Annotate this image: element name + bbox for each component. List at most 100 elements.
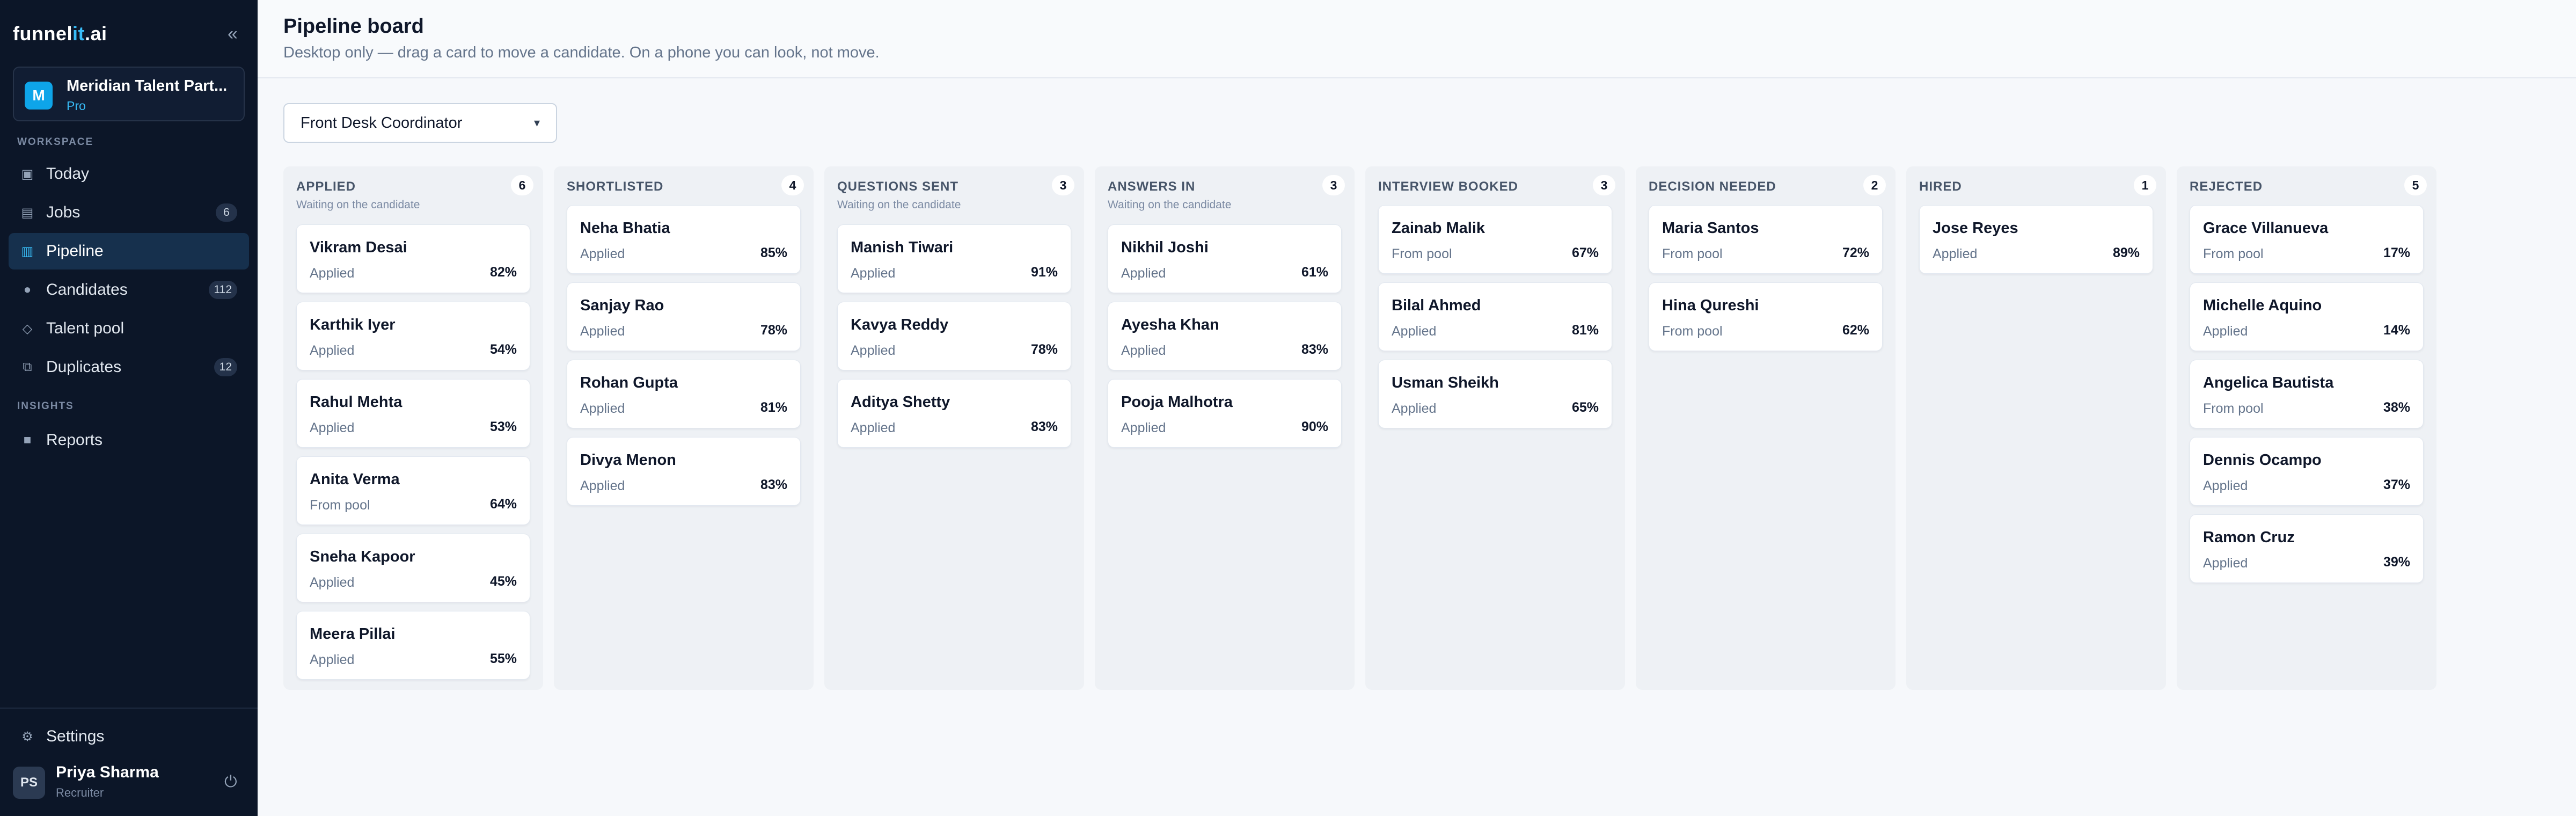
gear-icon: ⚙	[21, 729, 33, 744]
candidate-name: Maria Santos	[1662, 220, 1759, 237]
job-select[interactable]: Front Desk Coordinator ▾	[283, 103, 557, 143]
match-score: 45%	[489, 574, 517, 589]
count-badge: 6	[216, 203, 237, 222]
collapse-sidebar-icon[interactable]: «	[228, 24, 238, 44]
match-score: 62%	[1842, 323, 1869, 338]
logo-text-highlight: it	[72, 23, 85, 45]
sidebar-item-settings[interactable]: ⚙ Settings	[9, 718, 249, 755]
candidate-name: Michelle Aquino	[2203, 297, 2322, 314]
candidate-card[interactable]: Anita Verma From pool 64%	[296, 456, 530, 525]
candidate-card[interactable]: Pooja Malhotra Applied 90%	[1108, 379, 1342, 448]
candidate-card[interactable]: Dennis Ocampo Applied 37%	[2190, 437, 2424, 506]
candidate-name: Ayesha Khan	[1121, 316, 1219, 333]
match-score: 83%	[1030, 419, 1058, 434]
candidate-name: Rohan Gupta	[580, 374, 678, 391]
column-rejected[interactable]: REJECTED 5 Grace Villanueva From pool 17% Mic…	[2177, 166, 2436, 690]
candidate-card[interactable]: Zainab Malik From pool 67%	[1378, 205, 1612, 274]
sidebar-item-label: Settings	[46, 727, 105, 745]
match-score: 38%	[2383, 400, 2410, 415]
sidebar-item-candidates[interactable]: ● Candidates 112	[9, 272, 249, 308]
candidate-card[interactable]: Kavya Reddy Applied 78%	[837, 302, 1071, 370]
candidate-card[interactable]: Divya Menon Applied 83%	[567, 437, 801, 506]
candidate-card[interactable]: Maria Santos From pool 72%	[1649, 205, 1883, 274]
column-questions-sent[interactable]: QUESTIONS SENT 3 Waiting on the candidate M…	[824, 166, 1084, 690]
candidate-source: Applied	[851, 420, 896, 435]
candidate-card[interactable]: Michelle Aquino Applied 14%	[2190, 282, 2424, 351]
column-shortlisted[interactable]: SHORTLISTED 4 Neha Bhatia Applied 85% Sanjay …	[554, 166, 814, 690]
candidate-name: Usman Sheikh	[1392, 374, 1499, 391]
candidate-card[interactable]: Hina Qureshi From pool 62%	[1649, 282, 1883, 351]
match-score: 85%	[760, 245, 787, 260]
briefcase-icon: ▤	[21, 205, 34, 220]
sidebar-item-label: Talent pool	[46, 319, 125, 337]
candidate-card[interactable]: Sanjay Rao Applied 78%	[567, 282, 801, 351]
sidebar-item-talent-pool[interactable]: ◇ Talent pool	[9, 310, 249, 347]
match-score: 53%	[489, 419, 517, 434]
column-title: APPLIED	[296, 179, 356, 194]
column-answers-in[interactable]: ANSWERS IN 3 Waiting on the candidate Nikhi…	[1095, 166, 1355, 690]
candidate-source: Applied	[310, 420, 355, 435]
page-header: Pipeline board Desktop only — drag a car…	[258, 0, 2576, 78]
candidate-card[interactable]: Angelica Bautista From pool 38%	[2190, 360, 2424, 428]
candidate-card[interactable]: Meera Pillai Applied 55%	[296, 611, 530, 680]
candidate-card[interactable]: Jose Reyes Applied 89%	[1919, 205, 2153, 274]
candidate-name: Sneha Kapoor	[310, 548, 415, 565]
org-avatar: M	[25, 82, 53, 110]
candidate-card[interactable]: Bilal Ahmed Applied 81%	[1378, 282, 1612, 351]
match-score: 14%	[2383, 323, 2410, 338]
column-hired[interactable]: HIRED 1 Jose Reyes Applied 89%	[1906, 166, 2166, 690]
candidate-source: Applied	[1392, 324, 1437, 339]
column-count-badge: 5	[2404, 175, 2427, 195]
candidate-card[interactable]: Vikram Desai Applied 82%	[296, 224, 530, 293]
candidate-card[interactable]: Grace Villanueva From pool 17%	[2190, 205, 2424, 274]
candidate-source: From pool	[1392, 246, 1452, 261]
column-title: INTERVIEW BOOKED	[1378, 179, 1518, 194]
candidate-card[interactable]: Ayesha Khan Applied 83%	[1108, 302, 1342, 370]
match-score: 91%	[1030, 265, 1058, 280]
column-title: QUESTIONS SENT	[837, 179, 959, 194]
candidate-source: Applied	[851, 343, 896, 358]
power-icon[interactable]: ⏻	[224, 773, 237, 791]
match-score: 82%	[489, 265, 517, 280]
sidebar-item-pipeline[interactable]: ▥ Pipeline	[9, 233, 249, 269]
candidate-card[interactable]: Ramon Cruz Applied 39%	[2190, 514, 2424, 583]
candidate-name: Vikram Desai	[310, 239, 407, 256]
sidebar-item-duplicates[interactable]: ⧉ Duplicates 12	[9, 349, 249, 385]
match-score: 90%	[1301, 419, 1328, 434]
candidate-name: Divya Menon	[580, 451, 676, 469]
candidate-card[interactable]: Aditya Shetty Applied 83%	[837, 379, 1071, 448]
section-label-workspace: WORKSPACE	[17, 136, 94, 148]
column-decision-needed[interactable]: DECISION NEEDED 2 Maria Santos From pool 72%…	[1636, 166, 1896, 690]
candidate-card[interactable]: Nikhil Joshi Applied 61%	[1108, 224, 1342, 293]
candidate-source: Applied	[580, 478, 625, 493]
candidate-source: From pool	[310, 498, 370, 513]
candidate-source: From pool	[2203, 246, 2264, 261]
sidebar-item-jobs[interactable]: ▤ Jobs 6	[9, 194, 249, 231]
candidate-card[interactable]: Usman Sheikh Applied 65%	[1378, 360, 1612, 428]
candidate-source: Applied	[310, 575, 355, 590]
column-applied[interactable]: APPLIED 6 Waiting on the candidate Vikram D…	[283, 166, 543, 690]
org-switcher[interactable]: M Meridian Talent Part... Pro	[13, 67, 245, 121]
candidate-source: Applied	[2203, 556, 2248, 571]
candidate-card[interactable]: Karthik Iyer Applied 54%	[296, 302, 530, 370]
column-title: HIRED	[1919, 179, 1962, 194]
sidebar-item-reports[interactable]: ■ Reports	[9, 422, 249, 458]
column-title: ANSWERS IN	[1108, 179, 1196, 194]
column-interview-booked[interactable]: INTERVIEW BOOKED 3 Zainab Malik From pool 67…	[1365, 166, 1625, 690]
candidate-card[interactable]: Rahul Mehta Applied 53%	[296, 379, 530, 448]
match-score: 37%	[2383, 477, 2410, 492]
column-title: REJECTED	[2190, 179, 2263, 194]
candidate-card[interactable]: Neha Bhatia Applied 85%	[567, 205, 801, 274]
candidate-source: Applied	[2203, 478, 2248, 493]
avatar[interactable]: PS	[13, 767, 45, 799]
candidate-card[interactable]: Manish Tiwari Applied 91%	[837, 224, 1071, 293]
candidate-card[interactable]: Rohan Gupta Applied 81%	[567, 360, 801, 428]
candidate-name: Nikhil Joshi	[1121, 239, 1209, 256]
sidebar-item-label: Today	[46, 165, 90, 183]
count-badge: 112	[208, 281, 237, 299]
sidebar-item-today[interactable]: ▣ Today	[9, 156, 249, 192]
candidate-name: Neha Bhatia	[580, 220, 670, 237]
candidate-source: Applied	[310, 343, 355, 358]
candidate-card[interactable]: Sneha Kapoor Applied 45%	[296, 534, 530, 602]
logo[interactable]: funnelit.ai	[13, 23, 107, 45]
